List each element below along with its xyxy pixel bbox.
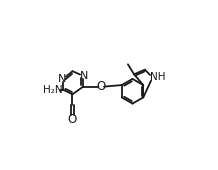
Text: H₂N: H₂N: [43, 85, 63, 95]
Text: N: N: [80, 71, 88, 81]
Text: O: O: [96, 80, 106, 93]
Text: NH: NH: [150, 72, 166, 82]
Text: N: N: [58, 74, 67, 84]
Text: O: O: [68, 113, 77, 126]
